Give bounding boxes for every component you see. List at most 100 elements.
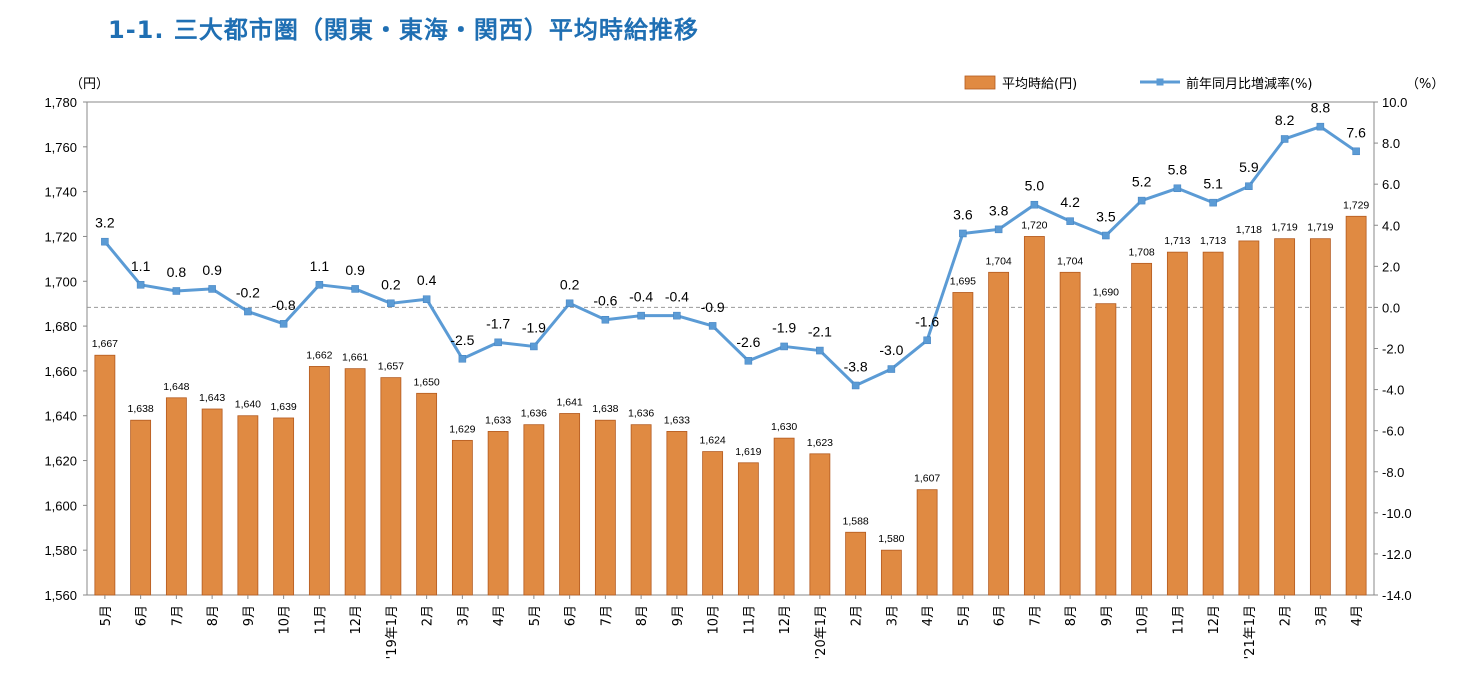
rate-point [816, 346, 824, 355]
bar [451, 439, 473, 596]
bar [130, 419, 152, 596]
rate-data-label: 5.9 [1239, 159, 1259, 175]
rate-line [103, 125, 1357, 387]
bar-data-label: 1,708 [1128, 246, 1154, 258]
bar-data-label: 1,639 [270, 401, 296, 413]
bar-data-label: 1,729 [1343, 199, 1369, 211]
rate-point [708, 322, 717, 330]
x-tick-label: 7月 [170, 605, 185, 626]
rate-data-label: 7.6 [1346, 124, 1366, 140]
rate-data-label: -0.2 [236, 285, 260, 301]
y-right-tick-label: -2.0 [1382, 342, 1404, 357]
rate-point [208, 285, 216, 293]
rate-point [1352, 147, 1360, 156]
x-tick-label: 5月 [99, 605, 114, 626]
bar-data-label: 1,607 [914, 473, 940, 485]
rate-point [494, 338, 502, 347]
bar [559, 413, 581, 596]
x-tick-label: 5月 [957, 605, 972, 626]
bar-data-label: 1,713 [1200, 235, 1226, 247]
rate-point [959, 229, 967, 238]
rate-data-label: -1.6 [915, 313, 939, 329]
bar [201, 408, 223, 596]
bar [1131, 262, 1153, 596]
x-tick-label: 6月 [135, 605, 150, 626]
bar-data-label: 1,643 [199, 392, 225, 404]
y-left-unit: （円） [70, 77, 109, 92]
x-tick-label: 11月 [742, 605, 757, 635]
legend-line-label: 前年同月比増減率(%) [1186, 76, 1313, 92]
rate-data-label: -1.9 [522, 319, 546, 335]
bar [773, 437, 795, 596]
bar-data-label: 1,633 [485, 414, 511, 426]
rate-data-label: -0.6 [593, 293, 617, 309]
rate-data-label: 1.1 [310, 258, 330, 274]
rate-data-label: 0.2 [560, 276, 580, 292]
rate-data-label: -1.7 [486, 315, 510, 331]
rate-point [172, 287, 181, 295]
y-right-tick-label: 2.0 [1382, 259, 1400, 274]
rate-point [994, 225, 1003, 234]
rate-point [923, 336, 931, 345]
rate-data-label: 8.8 [1311, 100, 1331, 116]
rate-point [387, 299, 395, 308]
bar [1023, 236, 1045, 596]
chart-title: 1-1. 三大都市圏（関東・東海・関西）平均時給推移 [108, 16, 699, 44]
rate-point [1316, 122, 1325, 131]
bar [952, 292, 974, 596]
rate-point [673, 311, 681, 320]
x-tick-label: 2月 [850, 605, 865, 626]
rate-data-label: 4.2 [1060, 194, 1080, 210]
rate-data-label: -2.5 [450, 332, 474, 348]
x-tick-label: 11月 [313, 605, 328, 635]
x-tick-label: 7月 [599, 605, 614, 626]
rate-data-label: 5.0 [1025, 178, 1045, 194]
rate-data-label: 0.4 [417, 272, 437, 288]
y-right-tick-label: 10.0 [1382, 95, 1407, 110]
x-tick-label: 2月 [421, 605, 436, 626]
x-tick-label: '21年1月 [1243, 605, 1258, 659]
bar-data-label: 1,640 [235, 399, 261, 411]
y-right-tick-label: 4.0 [1382, 218, 1400, 233]
bar-data-label: 1,650 [413, 376, 439, 388]
bar-data-label: 1,629 [449, 423, 475, 435]
y-left-tick-label: 1,640 [44, 409, 77, 424]
rate-data-label: -3.0 [879, 342, 903, 358]
y-right-tick-label: -10.0 [1382, 506, 1412, 521]
bar-data-label: 1,667 [92, 338, 118, 350]
bar-data-label: 1,636 [628, 408, 654, 420]
bar [1095, 303, 1117, 596]
x-tick-label: 8月 [1064, 605, 1079, 626]
x-tick-label: 10月 [707, 605, 722, 635]
y-right-tick-label: 0.0 [1382, 300, 1400, 315]
y-left-tick-label: 1,660 [44, 364, 77, 379]
x-tick-label: 12月 [349, 605, 364, 635]
rate-data-label: -3.8 [844, 358, 868, 374]
bar-data-label: 1,713 [1164, 235, 1190, 247]
bar [630, 424, 652, 596]
rate-data-label: -0.9 [701, 299, 725, 315]
bar-data-label: 1,641 [556, 396, 582, 408]
x-tick-label: 12月 [1207, 605, 1222, 635]
rate-point [458, 355, 467, 363]
bar-data-label: 1,720 [1021, 219, 1047, 231]
rate-data-label: 0.9 [345, 262, 365, 278]
bar-data-label: 1,718 [1236, 224, 1262, 236]
bar-data-label: 1,690 [1093, 287, 1119, 299]
rate-data-label: 3.5 [1096, 209, 1116, 225]
bar-data-label: 1,695 [950, 275, 976, 287]
bar-data-label: 1,657 [378, 361, 404, 373]
rate-point [1173, 184, 1182, 193]
bar-data-label: 1,636 [521, 408, 547, 420]
bar-data-label: 1,704 [1057, 255, 1083, 267]
rate-point [1066, 217, 1074, 225]
rate-data-label: 8.2 [1275, 112, 1295, 128]
rate-data-label: 5.8 [1168, 161, 1188, 177]
rate-point [136, 281, 145, 289]
bar [809, 453, 831, 596]
y-left-tick-label: 1,580 [44, 543, 77, 558]
rate-data-label: 0.8 [167, 264, 187, 280]
bar [344, 368, 366, 596]
rate-data-label: 5.1 [1203, 176, 1223, 192]
